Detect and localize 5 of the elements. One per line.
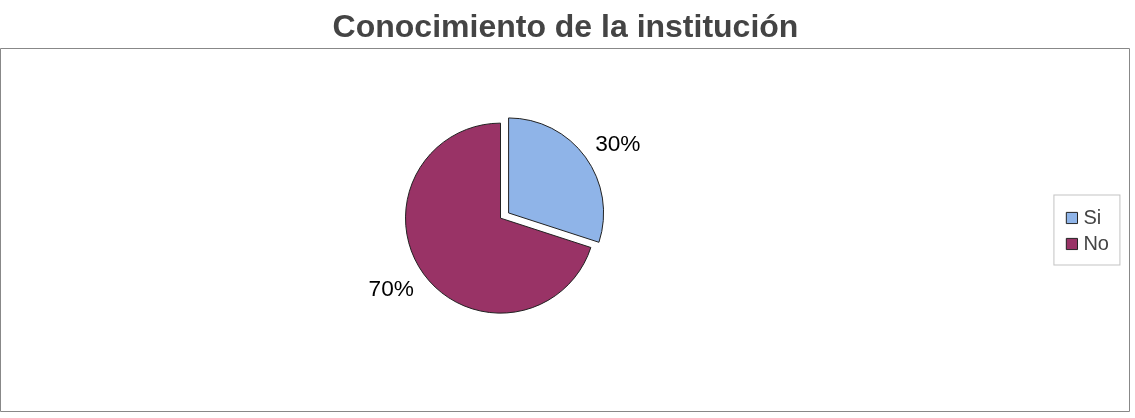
data-label: 30%	[595, 129, 641, 156]
chart-title: Conocimiento de la institución	[332, 7, 799, 44]
legend-label: Si	[1083, 205, 1103, 229]
data-label: 70%	[368, 275, 414, 302]
legend-label: No	[1083, 231, 1109, 255]
